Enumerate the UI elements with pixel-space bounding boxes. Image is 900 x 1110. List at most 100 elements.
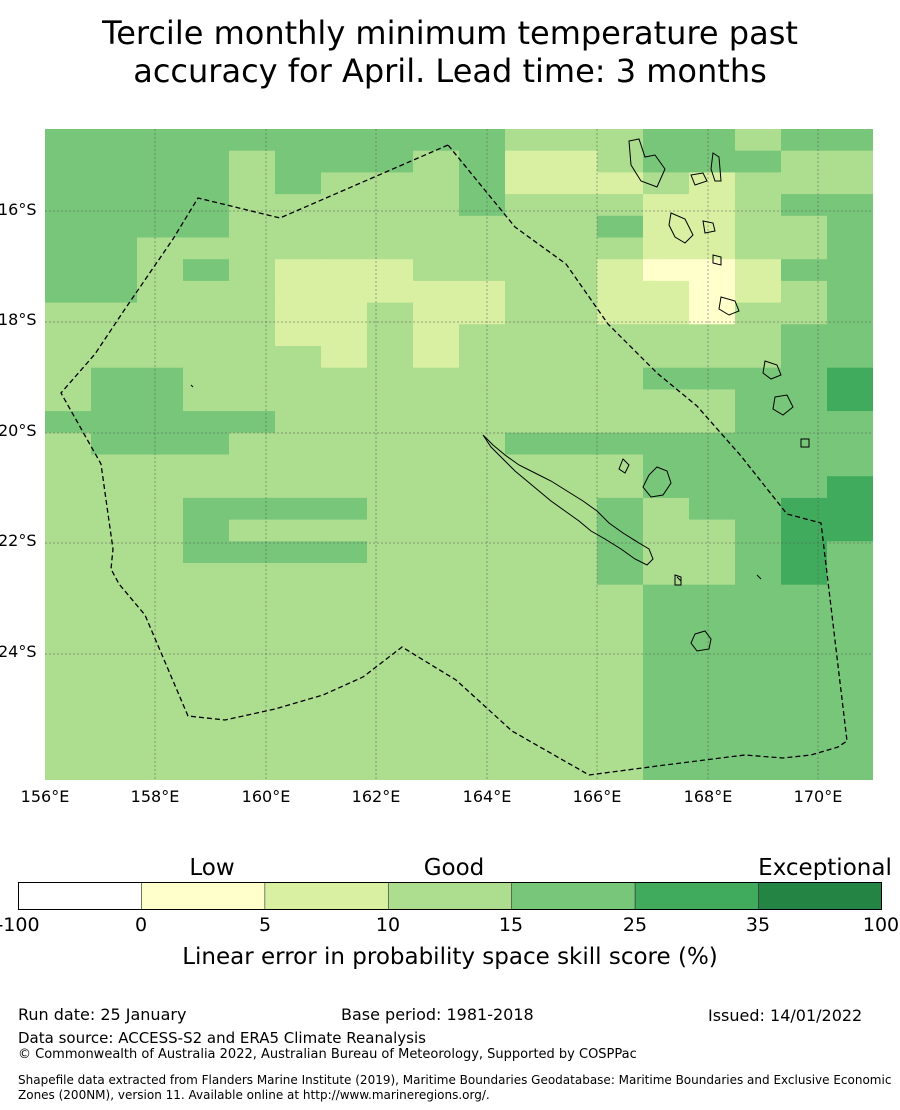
grid-cell — [689, 649, 736, 673]
colorbar-tick-5: 5 — [258, 914, 272, 936]
grid-cell — [413, 324, 460, 347]
grid-cell — [459, 302, 506, 325]
grid-cell — [505, 237, 552, 260]
grid-cell — [689, 302, 736, 325]
grid-cell — [643, 497, 690, 521]
grid-cell — [689, 215, 736, 239]
grid-cell — [597, 671, 644, 694]
grid-cell — [183, 497, 230, 521]
grid-cell — [183, 606, 230, 629]
grid-cell — [91, 129, 138, 152]
grid-cell — [643, 454, 690, 477]
grid-cell — [551, 714, 598, 738]
grid-cell — [827, 541, 873, 564]
grid-cell — [551, 324, 598, 347]
grid-cell — [229, 497, 276, 521]
grid-cell — [413, 628, 460, 651]
grid-cell — [367, 606, 414, 629]
grid-cell — [91, 714, 138, 738]
grid-cell — [413, 519, 460, 542]
grid-cell — [459, 497, 506, 521]
grid-cell — [781, 389, 828, 412]
grid-cell — [229, 302, 276, 325]
grid-cell — [551, 215, 598, 239]
grid-cell — [137, 194, 184, 217]
grid-cell — [45, 584, 92, 607]
grid-cell — [275, 454, 322, 477]
grid-cell — [45, 758, 92, 780]
grid-cell — [183, 541, 230, 564]
grid-cell — [91, 497, 138, 521]
grid-cell — [597, 628, 644, 651]
grid-cell — [183, 259, 230, 282]
grid-cell — [229, 693, 276, 716]
grid-cell — [689, 476, 736, 499]
grid-cell — [459, 259, 506, 282]
grid-cell — [413, 671, 460, 694]
grid-cell — [597, 736, 644, 759]
grid-cell — [321, 280, 368, 304]
grid-cell — [781, 129, 828, 152]
grid-cell — [367, 628, 414, 651]
grid-cell — [827, 584, 873, 607]
grid-cell — [229, 476, 276, 499]
grid-cell — [597, 497, 644, 521]
grid-cell — [367, 150, 414, 173]
skill-map-svg — [45, 129, 873, 780]
grid-cell — [735, 628, 782, 651]
grid-cell — [367, 346, 414, 369]
colorbar-title: Linear error in probability space skill … — [182, 944, 718, 970]
grid-cell — [45, 497, 92, 521]
grid-cell — [229, 584, 276, 607]
coastlines — [190, 138, 810, 652]
grid-cell — [45, 454, 92, 477]
colorbar-tick-35: 35 — [745, 914, 771, 936]
grid-cell — [827, 172, 873, 195]
vanuatu-shepherd — [712, 254, 722, 266]
grid-cell — [137, 237, 184, 260]
grid-cell — [643, 194, 690, 217]
grid-cell — [735, 497, 782, 521]
grid-cell — [367, 194, 414, 217]
grid-cell — [735, 454, 782, 477]
grid-cell — [321, 237, 368, 260]
grid-cell — [643, 671, 690, 694]
grid-cell — [505, 476, 552, 499]
grid-cell — [827, 476, 873, 499]
lat-label-16s: 16°S — [0, 200, 37, 219]
grid-cell — [735, 150, 782, 173]
colorbar — [18, 882, 882, 910]
grid-cell — [735, 714, 782, 738]
grid-cell — [45, 693, 92, 716]
grid-cell — [551, 758, 598, 780]
grid-cell — [183, 476, 230, 499]
grid-cell — [229, 215, 276, 239]
colorbar-segment — [18, 882, 142, 910]
grid-cell — [505, 389, 552, 412]
lat-label-22s: 22°S — [0, 531, 37, 550]
grid-cell — [597, 367, 644, 390]
grid-cell — [275, 259, 322, 282]
grid-cell — [551, 649, 598, 673]
grid-cell — [413, 302, 460, 325]
grid-cell — [781, 541, 828, 564]
grid-cell — [321, 497, 368, 521]
colorbar-tick-25: 25 — [622, 914, 648, 936]
grid-cell — [321, 259, 368, 282]
grid-cell — [321, 432, 368, 456]
grid-cell — [505, 584, 552, 607]
grid-cell — [413, 563, 460, 586]
grid-cell — [275, 150, 322, 173]
walpole-islet — [676, 576, 682, 582]
grid-cell — [45, 280, 92, 304]
vanuatu-erromango — [772, 394, 794, 416]
grid-cell — [45, 714, 92, 738]
grid-cell — [321, 541, 368, 564]
grid-cell — [413, 215, 460, 239]
grid-cell — [505, 129, 552, 152]
grid-cell — [735, 259, 782, 282]
colorbar-tick-100: 100 — [862, 914, 900, 936]
grid-cell — [643, 346, 690, 369]
isle-of-pines — [674, 574, 682, 586]
grid-cell — [827, 346, 873, 369]
